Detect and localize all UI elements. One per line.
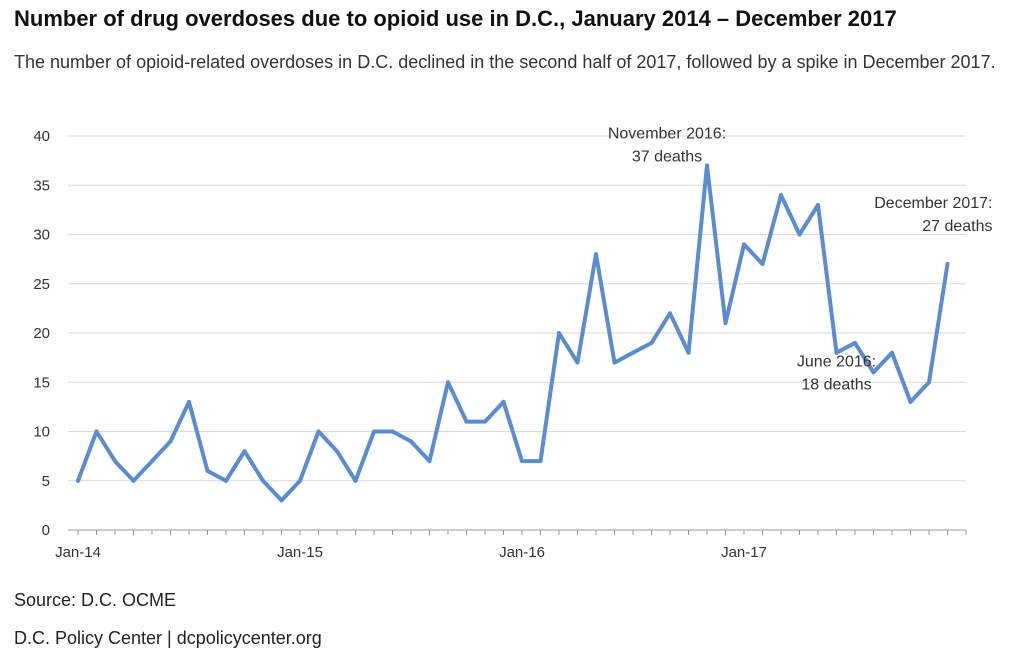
- data-point: [335, 449, 339, 454]
- data-point: [187, 399, 191, 404]
- data-point: [853, 340, 857, 345]
- data-point: [427, 459, 432, 464]
- data-point: [168, 439, 173, 444]
- publisher-credit: D.C. Policy Center | dcpolicycenter.org: [14, 628, 322, 648]
- data-point: [113, 459, 117, 464]
- data-point: [372, 429, 376, 434]
- data-point: [316, 429, 321, 434]
- data-point: [520, 459, 524, 464]
- data-point: [705, 163, 709, 168]
- annotation-label: December 2017:: [874, 195, 992, 212]
- chart-subtitle: The number of opioid-related overdoses i…: [14, 52, 996, 72]
- x-tick-label: Jan-16: [499, 544, 545, 561]
- data-point: [242, 449, 247, 454]
- data-point: [76, 478, 80, 483]
- data-point: [742, 242, 746, 247]
- data-point: [353, 478, 358, 483]
- data-point: [779, 193, 783, 198]
- data-point: [279, 498, 284, 503]
- data-point: [538, 459, 543, 464]
- data-point: [575, 360, 580, 365]
- data-point: [927, 380, 931, 385]
- data-point: [834, 350, 839, 355]
- y-tick-label: 5: [42, 473, 50, 490]
- data-point: [816, 202, 820, 207]
- data-point: [501, 399, 506, 404]
- data-point: [723, 321, 728, 326]
- data-point: [261, 478, 265, 483]
- y-tick-label: 25: [33, 276, 50, 293]
- annotation-label: 27 deaths: [922, 218, 992, 235]
- data-point: [649, 340, 654, 345]
- x-tick-label: Jan-14: [55, 544, 101, 561]
- y-tick-label: 30: [33, 227, 50, 244]
- data-point: [298, 478, 302, 483]
- data-point: [668, 311, 672, 316]
- x-axis: Jan-14 Jan-15 Jan-16 Jan-17: [55, 529, 967, 561]
- series-line-group: [76, 163, 950, 503]
- data-point: [409, 439, 413, 444]
- source-note: Source: D.C. OCME: [14, 590, 177, 610]
- data-point: [464, 419, 469, 424]
- data-point: [483, 419, 487, 424]
- data-point: [94, 429, 99, 434]
- y-axis-ticks: 0 5 10 15 20 25 30 35 40: [33, 128, 50, 539]
- data-point: [446, 380, 450, 385]
- y-tick-label: 0: [42, 522, 50, 539]
- x-tick-label: Jan-15: [277, 544, 323, 561]
- x-tick-label: Jan-17: [721, 544, 767, 561]
- data-point: [686, 350, 691, 355]
- annotation-label: 18 deaths: [801, 377, 871, 394]
- data-point: [760, 262, 765, 267]
- annotation-label: November 2016:: [608, 126, 726, 143]
- data-point: [594, 252, 598, 257]
- data-point: [612, 360, 617, 365]
- data-point: [205, 468, 210, 473]
- data-point: [908, 399, 913, 404]
- data-point: [390, 429, 395, 434]
- data-point: [131, 478, 136, 483]
- series-line: [76, 163, 950, 503]
- y-tick-label: 40: [33, 128, 50, 145]
- data-point: [631, 350, 635, 355]
- data-point: [797, 232, 802, 237]
- chart-annotations: November 2016: 37 deaths December 2017: 27 …: [608, 126, 993, 394]
- data-point: [557, 331, 561, 335]
- data-point: [150, 459, 154, 464]
- data-point: [871, 370, 876, 375]
- chart-title: Number of drug overdoses due to opioid u…: [14, 6, 897, 31]
- annotation-label: 37 deaths: [632, 149, 702, 166]
- y-tick-label: 35: [33, 177, 50, 194]
- data-point: [945, 262, 950, 267]
- annotation-label: June 2016:: [797, 354, 876, 371]
- y-tick-label: 10: [33, 424, 50, 441]
- data-point: [890, 350, 894, 355]
- y-tick-label: 15: [33, 374, 50, 391]
- data-point: [224, 478, 228, 483]
- chart-gridlines: [68, 135, 966, 482]
- y-tick-label: 20: [33, 325, 50, 342]
